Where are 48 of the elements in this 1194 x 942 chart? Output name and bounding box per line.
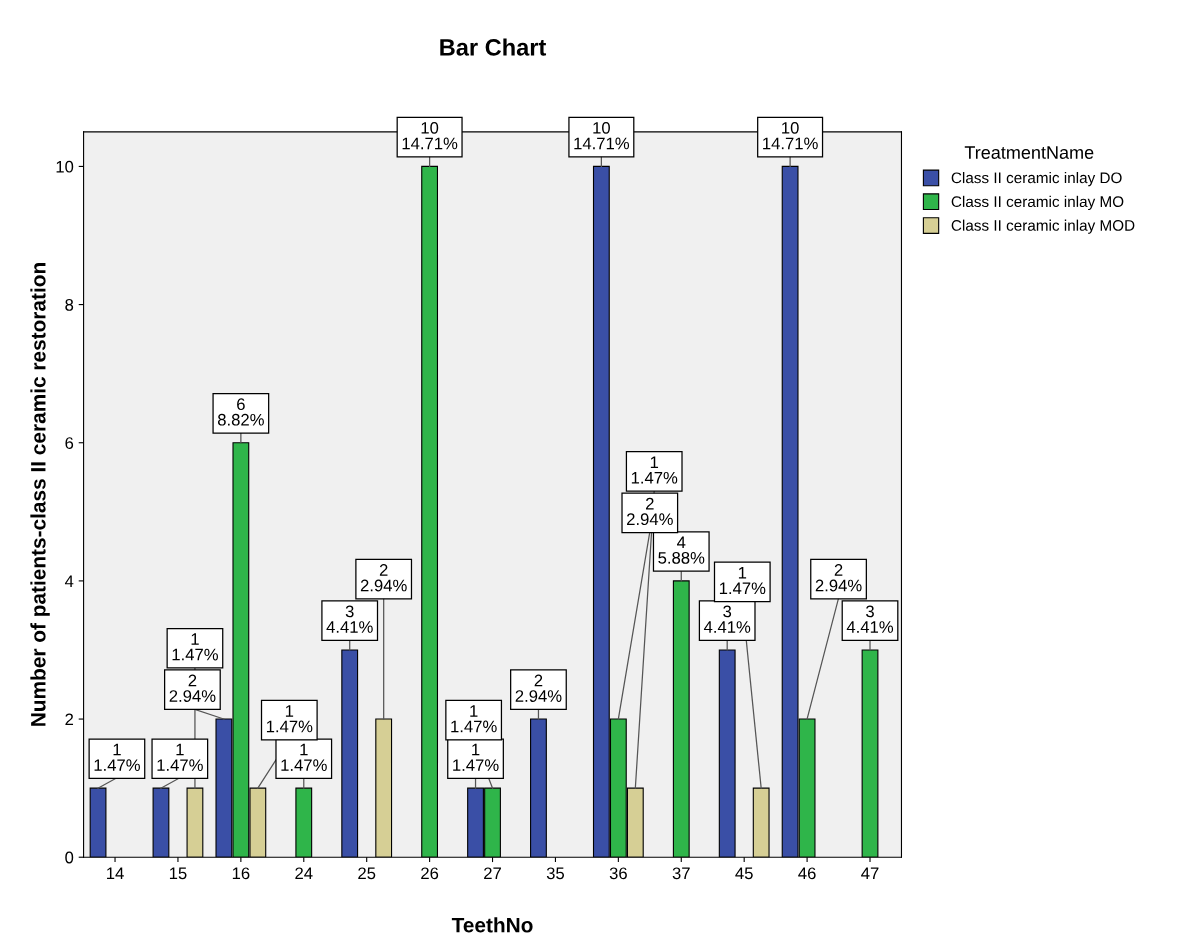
x-axis-title: TeethNo — [451, 917, 533, 933]
data-label: 3 4.41% — [326, 605, 373, 633]
x-tick-label: 25 — [358, 867, 376, 880]
x-tick-label: 46 — [798, 867, 816, 880]
y-tick-label: 8 — [65, 298, 74, 311]
x-tick-label: 14 — [107, 867, 124, 880]
legend-label: Class II ceramic inlay MOD — [951, 219, 1135, 234]
data-label: 6 8.82% — [217, 398, 264, 426]
data-label: 3 4.41% — [703, 605, 751, 633]
x-tick-label: 15 — [169, 867, 187, 880]
data-label: 10 14.71% — [763, 121, 818, 150]
data-label: 10 14.71% — [402, 121, 458, 150]
chart-title: Bar Chart — [440, 38, 547, 56]
legend-title: TreatmentName — [964, 146, 1094, 159]
y-tick-label: 6 — [65, 437, 74, 449]
data-label: 1 1.47% — [453, 743, 499, 771]
data-label: 1 1.47% — [94, 743, 140, 771]
y-tick-label: 10 — [56, 160, 74, 173]
y-tick-label: 0 — [65, 851, 74, 864]
x-tick-label: 47 — [861, 867, 879, 880]
x-tick-label: 24 — [295, 867, 313, 880]
data-label: 2 2.94% — [515, 674, 562, 702]
data-label: 1 1.47% — [172, 633, 218, 661]
data-label: 2 2.94% — [627, 497, 673, 526]
data-label: 1 1.47% — [281, 743, 327, 771]
data-label: 1 1.47% — [266, 705, 313, 733]
y-tick-label: 2 — [65, 713, 74, 726]
data-label: 4 5.88% — [658, 536, 705, 564]
data-label: 2 2.94% — [815, 564, 862, 592]
data-label: 3 4.41% — [846, 605, 894, 633]
x-tick-label: 37 — [672, 867, 690, 880]
y-tick-label: 4 — [64, 575, 74, 587]
data-label: 1 1.47% — [157, 743, 203, 771]
data-label: 1 1.47% — [719, 567, 766, 595]
legend-label: Class II ceramic inlay MO — [951, 195, 1124, 211]
data-label: 2 2.94% — [360, 564, 407, 592]
x-tick-label: 16 — [232, 867, 250, 880]
x-tick-label: 26 — [421, 867, 439, 880]
y-axis-title: Number of patients-class II ceramic restoration — [30, 263, 50, 726]
x-tick-label: 45 — [735, 867, 753, 880]
x-tick-label: 27 — [484, 867, 501, 880]
x-tick-label: 35 — [546, 867, 565, 880]
data-label: 10 14.71% — [574, 121, 630, 150]
data-label: 1 1.47% — [451, 705, 497, 733]
legend-label: Class II ceramic inlay DO — [951, 172, 1122, 187]
data-label: 2 2.94% — [169, 674, 216, 702]
data-label: 1 1.47% — [631, 456, 678, 484]
x-tick-label: 36 — [609, 867, 627, 880]
